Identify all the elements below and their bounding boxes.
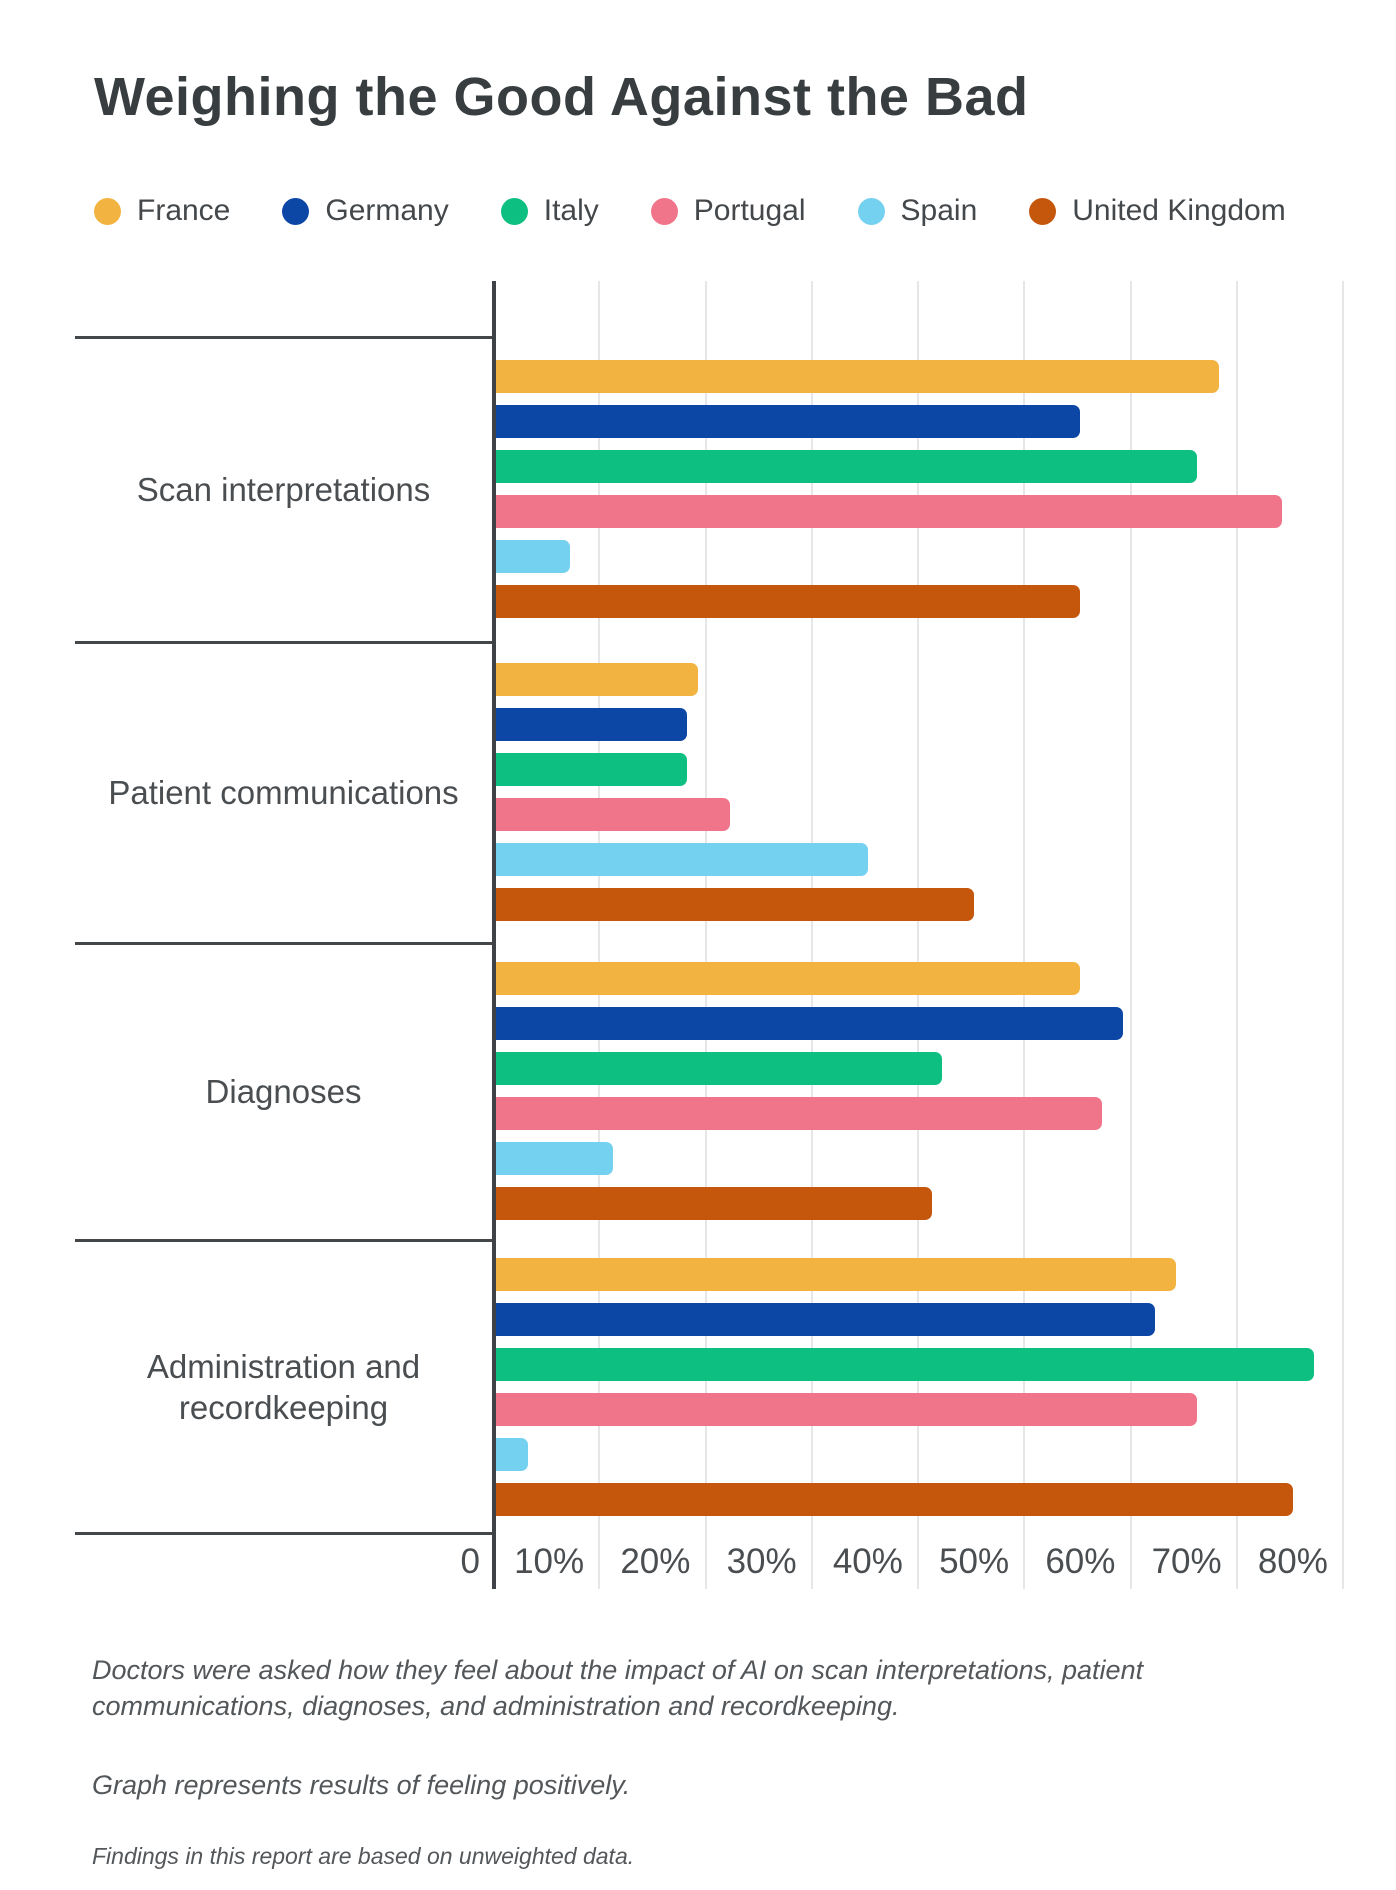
x-axis-tick-70pct: 70% — [1151, 1542, 1222, 1581]
legend-color-dot — [500, 197, 528, 225]
x-axis-tick-80pct: 80% — [1257, 1542, 1328, 1581]
bar-united-kingdom — [496, 1186, 932, 1220]
bar-france — [496, 359, 1219, 393]
x-axis-labels: 0 10% 20% 30% 40% 50% 60% 70% 80% — [461, 1535, 1396, 1589]
x-axis-tick-40pct: 40% — [832, 1542, 903, 1581]
bar-france — [496, 1258, 1176, 1291]
plot-area: 0 10% 20% 30% 40% 50% 60% 70% 80% — [461, 281, 1396, 1589]
legend-label: Spain — [900, 194, 978, 227]
page-title: Weighing the Good Against the Bad — [94, 67, 1029, 127]
gridline-60pct — [1129, 281, 1132, 1589]
bar-group-diagnoses — [496, 942, 1396, 1239]
bar-italy — [496, 1348, 1315, 1381]
category-labels-column: Scan interpretations Patient communicatio… — [75, 281, 492, 1589]
legend-label: Germany — [325, 194, 449, 227]
gridline-80pct — [1342, 281, 1344, 1589]
bar-spain — [496, 539, 571, 573]
bar-group-administration-and-recordkeeping — [496, 1239, 1396, 1535]
bar-spain — [496, 1438, 528, 1471]
category-label-patient-communications: Patient communications — [75, 641, 492, 942]
legend-color-dot — [857, 197, 885, 225]
bar-italy — [496, 449, 1198, 483]
bar-groups — [496, 281, 1396, 1535]
bar-portugal — [496, 797, 730, 831]
bar-united-kingdom — [496, 584, 1081, 618]
legend-item-portugal: Portugal — [650, 194, 806, 228]
legend-color-dot — [94, 197, 121, 225]
gridline-20pct — [704, 281, 707, 1589]
bar-united-kingdom — [496, 1483, 1293, 1516]
legend-color-dot — [282, 197, 310, 225]
gridline-30pct — [810, 281, 813, 1589]
category-label-administration-and-recordkeeping: Administration and recordkeeping — [75, 1239, 492, 1535]
legend-label: United Kingdom — [1072, 194, 1286, 227]
bar-united-kingdom — [496, 887, 975, 921]
legend-label: France — [137, 194, 231, 227]
x-axis-tick-50pct: 50% — [939, 1542, 1010, 1581]
category-label-scan-interpretations: Scan interpretations — [75, 336, 492, 641]
bar-spain — [496, 842, 868, 876]
footnote-survey-question: Doctors were asked how they feel about t… — [92, 1655, 1144, 1721]
legend-color-dot — [1029, 197, 1057, 225]
legend-label: Italy — [543, 194, 599, 227]
labels-top-spacer — [75, 281, 492, 336]
x-axis-tick-30pct: 30% — [726, 1542, 797, 1581]
footnote-graph-note: Graph represents results of feeling posi… — [92, 1770, 631, 1801]
gridline-40pct — [917, 281, 919, 1589]
bar-france — [496, 961, 1081, 995]
legend-item-italy: Italy — [500, 194, 599, 228]
bar-france — [496, 662, 698, 696]
legend-color-dot — [650, 197, 678, 225]
legend-label: Portugal — [693, 194, 806, 227]
bar-portugal — [496, 494, 1283, 528]
bar-germany — [496, 1006, 1123, 1040]
footnote-data-note: Findings in this report are based on unw… — [92, 1843, 635, 1870]
legend-item-united-kingdom: United Kingdom — [1029, 194, 1286, 228]
bar-portugal — [496, 1096, 1102, 1130]
gridline-70pct — [1235, 281, 1238, 1589]
legend-item-spain: Spain — [857, 194, 978, 228]
bar-group-patient-communications — [496, 641, 1396, 942]
plot-top-spacer — [496, 281, 1396, 336]
x-axis-tick-60pct: 60% — [1045, 1542, 1116, 1581]
bar-italy — [496, 1051, 943, 1085]
legend-item-germany: Germany — [282, 194, 449, 228]
legend-item-france: France — [94, 194, 230, 228]
x-axis-zero-label: 0 — [460, 1542, 480, 1581]
bar-italy — [496, 752, 688, 786]
bar-spain — [496, 1141, 613, 1175]
bar-germany — [496, 707, 688, 741]
chart-legend: France Germany Italy Portugal Spain United Ki… — [94, 194, 1396, 228]
gridline-50pct — [1023, 281, 1026, 1589]
x-axis-tick-10pct: 10% — [514, 1542, 585, 1581]
bar-germany — [496, 404, 1081, 438]
footnotes: Doctors were asked how they feel about t… — [92, 1653, 1396, 1870]
gridline-10pct — [598, 281, 601, 1589]
bar-portugal — [496, 1393, 1198, 1426]
grouped-bar-chart: Scan interpretations Patient communicatio… — [75, 281, 1396, 1589]
x-axis-tick-20pct: 20% — [620, 1542, 691, 1581]
bar-germany — [496, 1303, 1155, 1336]
category-label-diagnoses: Diagnoses — [75, 942, 492, 1239]
bar-group-scan-interpretations — [496, 336, 1396, 641]
